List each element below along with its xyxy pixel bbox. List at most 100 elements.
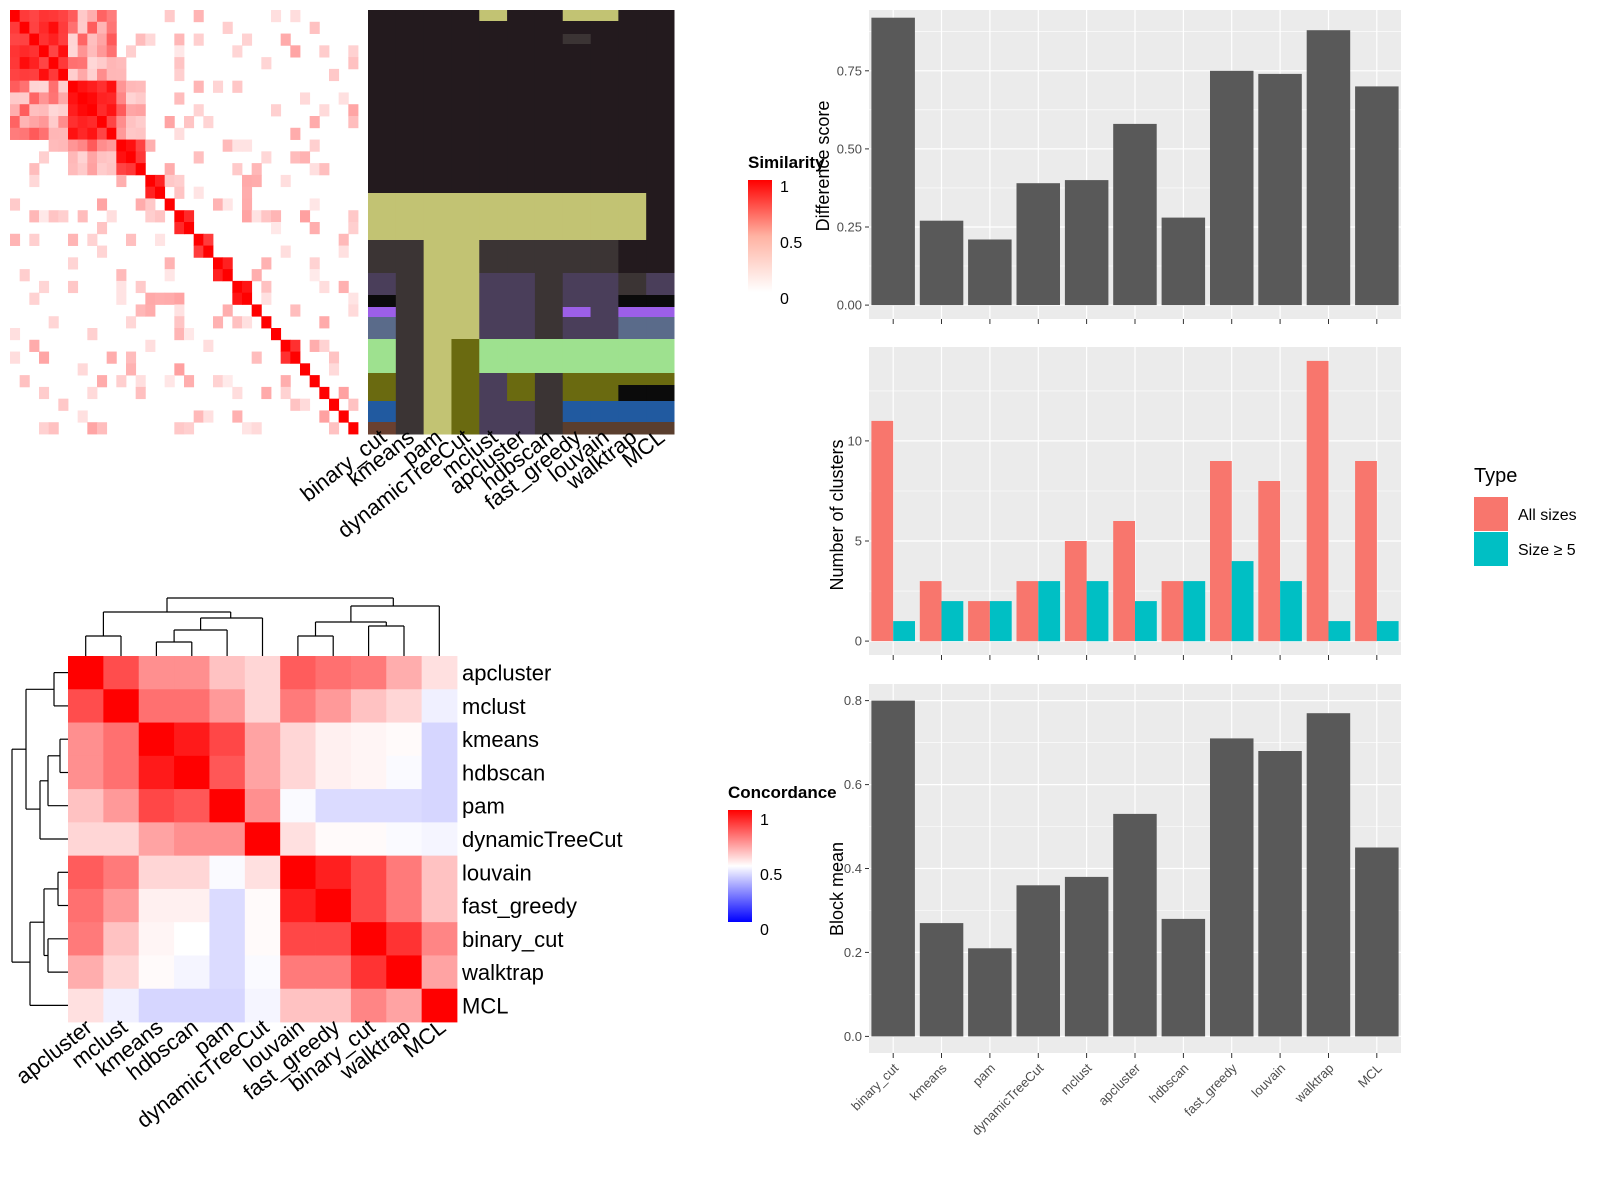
legend-swatch-all-sizes bbox=[1474, 497, 1508, 531]
similarity-cell bbox=[19, 21, 30, 34]
bar-all-sizes bbox=[1210, 461, 1232, 642]
membership-cell bbox=[479, 193, 508, 241]
membership-cell bbox=[534, 350, 564, 374]
membership-cell bbox=[479, 317, 508, 340]
similarity-cell bbox=[280, 386, 291, 400]
similarity-cell bbox=[193, 233, 204, 246]
membership-cell bbox=[507, 373, 536, 386]
similarity-cell bbox=[97, 33, 108, 46]
similarity-cell bbox=[126, 92, 137, 105]
concordance-cell bbox=[138, 855, 175, 890]
similarity-cell bbox=[116, 292, 127, 305]
similarity-cell bbox=[232, 280, 243, 294]
bar bbox=[1113, 813, 1157, 1037]
similarity-cell bbox=[319, 280, 330, 294]
concordance-cell bbox=[350, 722, 387, 757]
membership-cell bbox=[451, 339, 480, 351]
membership-cell bbox=[646, 240, 675, 274]
similarity-cell bbox=[319, 316, 330, 329]
cluster-type-legend: Type All sizes Size ≥ 5 bbox=[1474, 465, 1577, 566]
similarity-cell bbox=[261, 257, 272, 270]
membership-cell bbox=[451, 147, 480, 194]
membership-cell bbox=[368, 295, 397, 308]
membership-cell bbox=[646, 385, 675, 402]
bar bbox=[871, 17, 915, 306]
membership-cell bbox=[395, 373, 425, 386]
similarity-cell bbox=[116, 92, 127, 105]
concordance-cell bbox=[68, 822, 104, 857]
concordance-cell bbox=[138, 922, 175, 956]
membership-cell bbox=[646, 193, 675, 241]
bar bbox=[1113, 123, 1157, 306]
membership-cell bbox=[534, 422, 564, 435]
concordance-cell bbox=[280, 722, 316, 757]
concordance-cell bbox=[315, 722, 352, 757]
concordance-row-label: mclust bbox=[462, 694, 526, 719]
similarity-cell bbox=[126, 80, 137, 93]
membership-cell bbox=[368, 307, 397, 318]
membership-cell bbox=[646, 339, 675, 351]
membership-cell bbox=[395, 339, 425, 351]
similarity-cell bbox=[106, 351, 117, 364]
bar bbox=[919, 923, 964, 1037]
similarity-cell bbox=[97, 68, 108, 82]
similarity-cell bbox=[261, 386, 272, 400]
bar-size-ge5 bbox=[989, 601, 1012, 642]
membership-cell bbox=[534, 339, 564, 351]
concordance-cell bbox=[315, 988, 352, 1023]
similarity-cell bbox=[77, 68, 88, 82]
similarity-cell bbox=[48, 127, 59, 140]
similarity-cell bbox=[39, 422, 50, 435]
similarity-cell bbox=[280, 375, 291, 388]
bar-size-ge5 bbox=[1231, 561, 1254, 642]
similarity-cell bbox=[106, 10, 117, 23]
concordance-cell bbox=[138, 656, 175, 690]
bar-size-ge5 bbox=[893, 621, 915, 642]
bar bbox=[1016, 183, 1060, 305]
concordance-cell bbox=[315, 855, 352, 890]
concordance-cell bbox=[386, 855, 423, 890]
concordance-cell bbox=[244, 689, 281, 723]
similarity-cell bbox=[97, 422, 108, 435]
similarity-cell bbox=[232, 410, 243, 423]
similarity-cell bbox=[39, 57, 50, 70]
concordance-cell bbox=[386, 689, 423, 723]
membership-cell bbox=[646, 373, 675, 386]
similarity-legend-tick-1: 0.5 bbox=[780, 235, 802, 252]
concordance-cell bbox=[103, 822, 140, 857]
membership-cell bbox=[618, 422, 647, 435]
concordance-cell bbox=[315, 789, 352, 823]
x-tick-label: apcluster bbox=[1095, 1060, 1143, 1108]
similarity-cell bbox=[329, 351, 340, 364]
concordance-cell bbox=[209, 789, 246, 823]
similarity-cell bbox=[29, 57, 40, 70]
membership-heatmap bbox=[368, 10, 675, 435]
similarity-cell bbox=[338, 92, 349, 105]
concordance-cell bbox=[209, 988, 246, 1023]
similarity-cell bbox=[309, 163, 320, 176]
number-of-clusters-axis-title: Number of clusters bbox=[827, 439, 847, 590]
membership-cell bbox=[368, 422, 397, 435]
similarity-cell bbox=[68, 21, 79, 34]
concordance-cell bbox=[209, 855, 246, 890]
similarity-cell bbox=[68, 233, 79, 246]
similarity-cell bbox=[106, 21, 117, 34]
concordance-cell bbox=[209, 922, 246, 956]
similarity-cell bbox=[19, 269, 30, 282]
membership-cell bbox=[618, 10, 647, 148]
similarity-cell bbox=[319, 45, 330, 58]
similarity-cell bbox=[29, 33, 40, 46]
similarity-cell bbox=[29, 80, 40, 93]
similarity-cell bbox=[232, 316, 243, 329]
similarity-cell bbox=[97, 163, 108, 176]
similarity-cell bbox=[309, 222, 320, 235]
similarity-cell bbox=[309, 339, 320, 352]
similarity-cell bbox=[135, 163, 146, 176]
membership-cell bbox=[479, 339, 508, 351]
concordance-cell bbox=[315, 755, 352, 790]
concordance-row-label: binary_cut bbox=[462, 927, 564, 952]
similarity-cell bbox=[193, 245, 204, 258]
membership-cell bbox=[451, 10, 480, 148]
membership-cell bbox=[479, 307, 508, 318]
similarity-cell bbox=[97, 21, 108, 34]
